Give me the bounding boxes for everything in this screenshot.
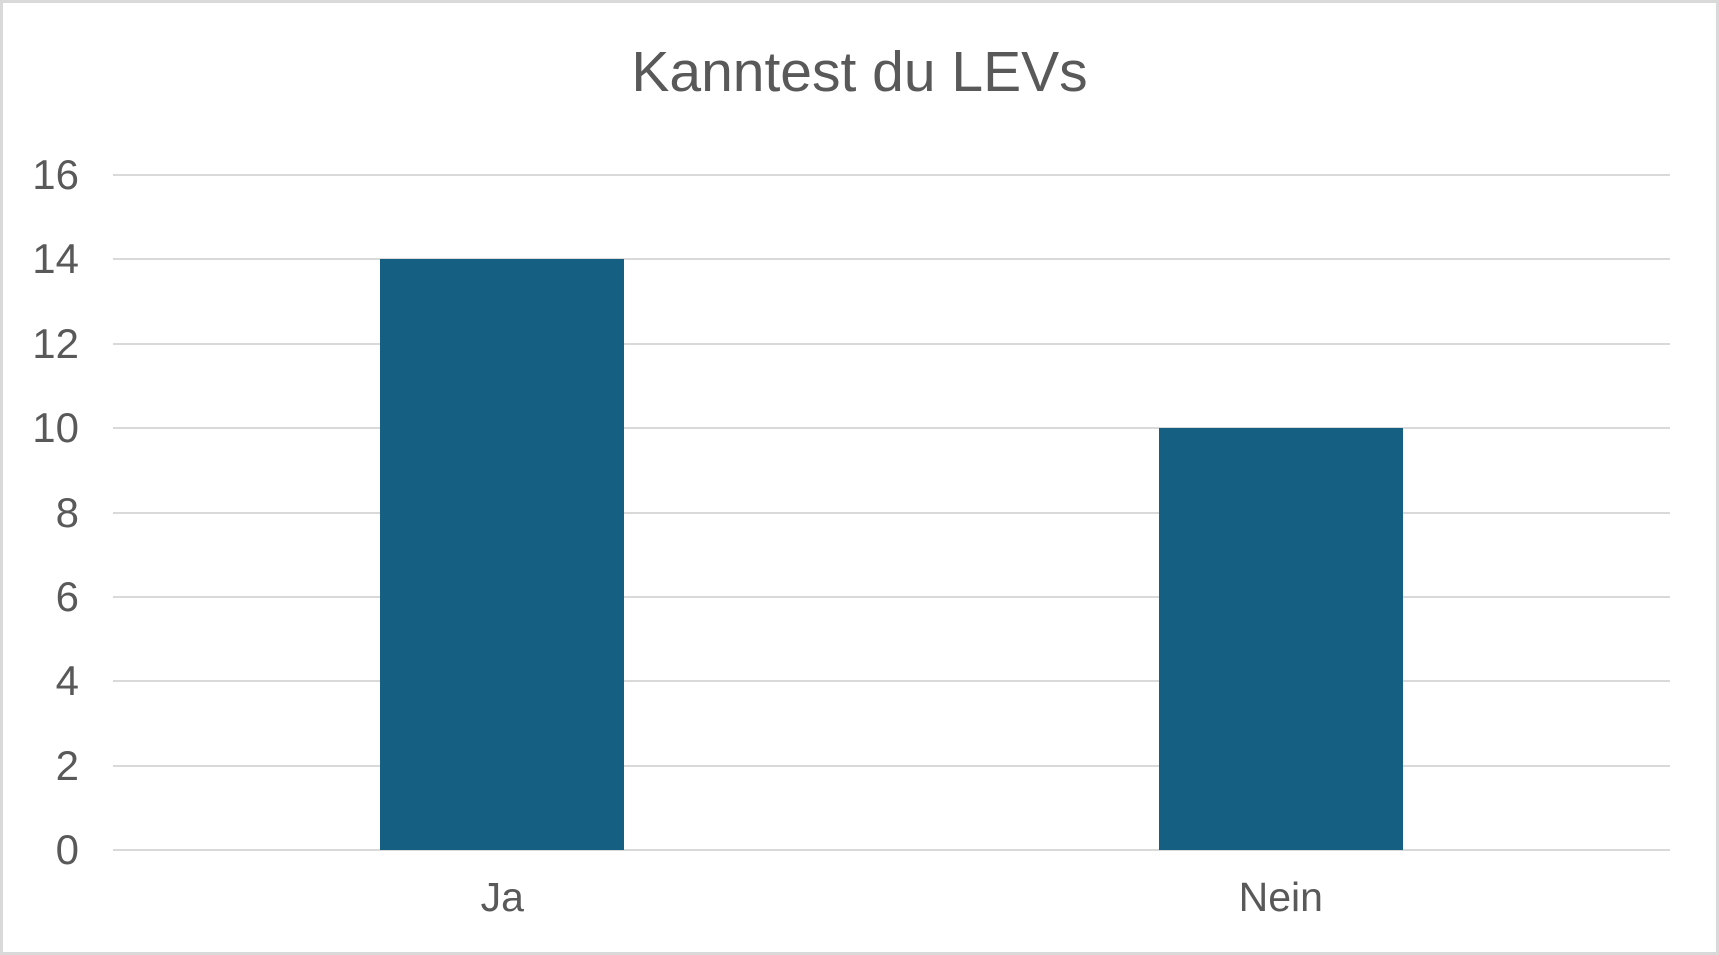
y-tick-label-12: 12 [32, 319, 79, 367]
gridline-8 [113, 511, 1670, 514]
gridline-4 [113, 680, 1670, 683]
y-tick-label-2: 2 [55, 741, 79, 789]
plot-area [113, 174, 1670, 851]
bar-ja [380, 259, 625, 850]
gridline-10 [113, 427, 1670, 430]
x-tick-label-ja: Ja [480, 874, 524, 920]
gridline-14 [113, 258, 1670, 261]
gridline-0 [113, 849, 1670, 851]
gridline-2 [113, 764, 1670, 767]
x-tick-label-nein: Nein [1238, 874, 1323, 920]
y-tick-label-4: 4 [55, 657, 79, 705]
x-axis-labels: Ja Nein [113, 877, 1670, 937]
y-tick-label-8: 8 [55, 488, 79, 536]
y-tick-label-6: 6 [55, 572, 79, 620]
y-tick-label-14: 14 [32, 235, 79, 283]
y-tick-label-10: 10 [32, 404, 79, 452]
gridline-12 [113, 342, 1670, 345]
y-axis-labels: 0 2 4 6 8 10 12 14 16 [3, 154, 79, 871]
bar-nein [1158, 428, 1403, 850]
gridline-16 [113, 174, 1670, 176]
gridline-6 [113, 595, 1670, 598]
y-tick-label-0: 0 [55, 826, 79, 873]
chart-title: Kanntest du LEVs [631, 40, 1088, 104]
y-tick-label-16: 16 [32, 151, 79, 198]
